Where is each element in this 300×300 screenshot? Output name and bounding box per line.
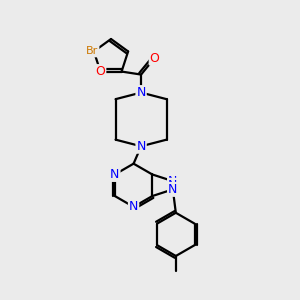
- Text: N: N: [136, 140, 146, 153]
- Text: O: O: [95, 65, 105, 78]
- Text: Br: Br: [86, 46, 98, 56]
- Text: N: N: [136, 86, 146, 99]
- Text: N: N: [168, 183, 178, 196]
- Text: N: N: [129, 200, 138, 213]
- Text: N: N: [168, 175, 178, 188]
- Text: O: O: [150, 52, 160, 64]
- Text: N: N: [110, 168, 120, 181]
- Text: N: N: [168, 179, 178, 192]
